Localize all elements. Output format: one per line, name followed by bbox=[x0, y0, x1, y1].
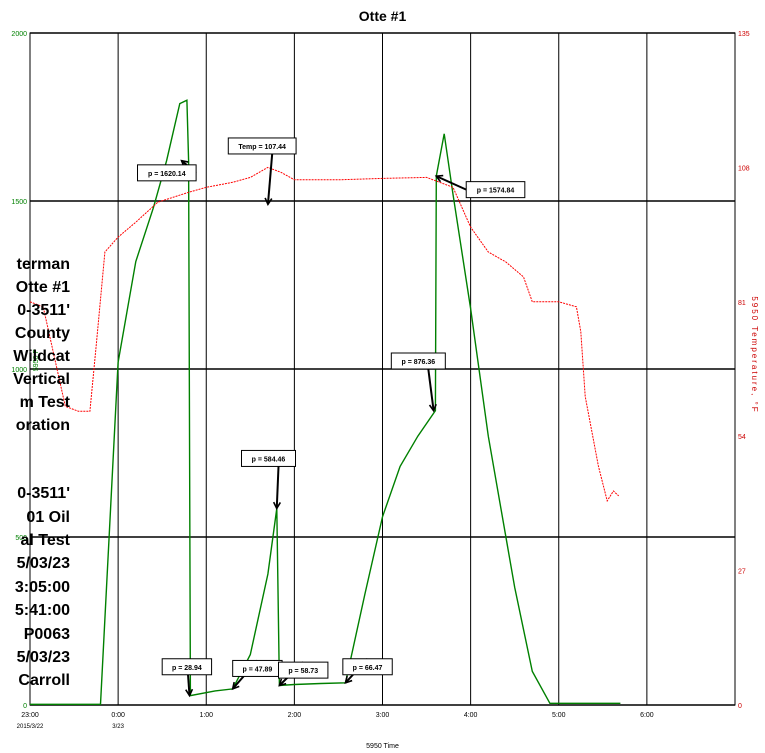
annotation-arrow bbox=[427, 368, 435, 411]
x-tick-sublabel: 2015/3/22 bbox=[17, 724, 44, 730]
annotation-label: Temp = 107.44 bbox=[238, 144, 286, 151]
annotation-label: p = 66.47 bbox=[353, 665, 383, 672]
annotation-box bbox=[390, 352, 446, 370]
side-label: terman bbox=[16, 256, 70, 273]
right-tick-label: 0 bbox=[738, 703, 742, 710]
right-tick-label: 27 bbox=[738, 569, 746, 576]
side-label: m Test bbox=[19, 394, 70, 411]
annotation-arrowhead bbox=[434, 174, 444, 183]
temperature-line bbox=[29, 166, 620, 503]
annotation-arrow bbox=[266, 153, 274, 205]
side-label: 5:41:00 bbox=[14, 602, 70, 619]
left-tick-label: 1000 bbox=[11, 367, 27, 374]
annotation-arrow bbox=[275, 466, 280, 509]
pressure-line bbox=[30, 99, 621, 705]
annotation-label: p = 1620.14 bbox=[148, 171, 186, 178]
x-tick-sublabel: 3/23 bbox=[112, 724, 124, 730]
annotation-arrow bbox=[435, 175, 467, 191]
side-label: 0-3511' bbox=[17, 485, 70, 502]
annotation-arrowhead bbox=[344, 675, 353, 685]
annotation-arrowhead bbox=[231, 681, 240, 691]
left-tick-label: 0 bbox=[23, 703, 27, 710]
side-label: 5/03/23 bbox=[16, 649, 70, 666]
x-axis-label: 5950 Time bbox=[366, 743, 399, 750]
right-axis-label: 5950 Temperature, °F bbox=[750, 296, 759, 413]
annotation-box bbox=[342, 658, 393, 676]
annotation-label: p = 584.46 bbox=[252, 456, 286, 463]
annotation-box bbox=[278, 661, 329, 679]
x-tick-label: 2:00 bbox=[288, 712, 302, 719]
annotation-arrowhead bbox=[278, 678, 287, 687]
left-axis-label-fragment: 5950 P bbox=[33, 349, 40, 372]
x-tick-label: 0:00 bbox=[111, 712, 125, 719]
x-tick-label: 3:00 bbox=[376, 712, 390, 719]
annotation-label: p = 47.89 bbox=[242, 666, 272, 673]
right-tick-label: 135 bbox=[738, 31, 750, 38]
right-tick-label: 54 bbox=[738, 434, 746, 441]
left-tick-label: 1500 bbox=[11, 199, 27, 206]
side-label: al Test bbox=[20, 532, 71, 549]
side-label: 3:05:00 bbox=[14, 579, 70, 596]
annotation-arrowhead bbox=[428, 403, 437, 413]
side-label: Carroll bbox=[18, 672, 70, 689]
annotation-box bbox=[137, 164, 197, 182]
annotation-label: p = 58.73 bbox=[288, 668, 318, 675]
annotation-arrowhead bbox=[272, 501, 282, 511]
annotation-box bbox=[161, 658, 213, 676]
x-tick-label: 1:00 bbox=[199, 712, 213, 719]
annotation-label: p = 28.94 bbox=[172, 665, 202, 672]
annotation-box bbox=[465, 181, 526, 199]
side-label: 01 Oil bbox=[26, 509, 70, 526]
annotation-label: p = 876.36 bbox=[401, 359, 435, 366]
x-tick-label: 4:00 bbox=[464, 712, 478, 719]
annotation-box bbox=[241, 449, 296, 467]
side-label: County bbox=[14, 325, 70, 342]
right-tick-label: 108 bbox=[738, 165, 750, 172]
annotation-arrowhead bbox=[185, 688, 194, 698]
side-label: P0063 bbox=[23, 626, 70, 643]
x-tick-label: 6:00 bbox=[640, 712, 654, 719]
side-label: Otte #1 bbox=[15, 279, 70, 296]
annotation-label: p = 1574.84 bbox=[477, 188, 515, 195]
side-label: Vertical bbox=[13, 371, 70, 388]
side-label: 5/03/23 bbox=[16, 555, 70, 572]
x-tick-label: 5:00 bbox=[552, 712, 566, 719]
side-label: 0-3511' bbox=[17, 302, 70, 319]
side-labels: terman Otte #1 0-3511' County Wildcat Ve… bbox=[0, 0, 70, 753]
side-label: Wildcat bbox=[13, 348, 70, 365]
annotation-arrowhead bbox=[264, 197, 273, 207]
left-tick-label: 500 bbox=[15, 535, 27, 542]
annotation-box bbox=[227, 137, 297, 155]
right-tick-label: 81 bbox=[738, 300, 746, 307]
side-label: oration bbox=[15, 417, 70, 434]
chart-title: Otte #1 bbox=[359, 8, 407, 24]
x-tick-label: 23:00 bbox=[21, 712, 39, 719]
left-tick-label: 2000 bbox=[11, 31, 27, 38]
